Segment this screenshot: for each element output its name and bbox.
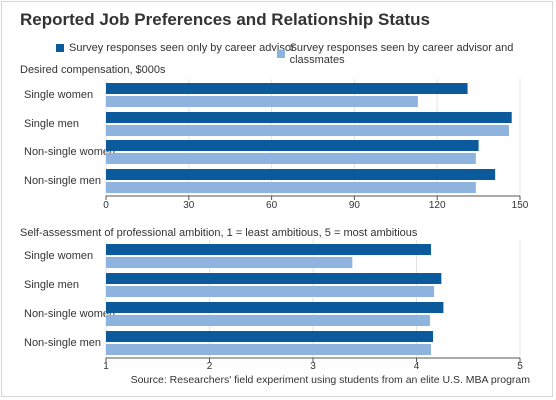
- panel-1-bar-advisor-only: [106, 112, 512, 123]
- panel-1-bar-advisor-and-classmates: [106, 96, 418, 107]
- legend-label-advisor-only: Survey responses seen only by career adv…: [69, 42, 295, 54]
- source-note: Source: Researchers' field experiment us…: [130, 374, 530, 386]
- chart-title: Reported Job Preferences and Relationshi…: [20, 10, 430, 29]
- panel-1-tick-label: 90: [349, 200, 361, 211]
- panel-1-tick-label: 0: [103, 200, 109, 211]
- legend-item-advisor-only: Survey responses seen only by career adv…: [56, 42, 295, 54]
- panel-2-bar-advisor-and-classmates: [106, 286, 435, 297]
- panel-2-title: Self-assessment of professional ambition…: [20, 227, 418, 239]
- legend-swatch-advisor-and-classmates: [277, 50, 285, 58]
- panel-1-tick-label: 60: [266, 200, 278, 211]
- panel-2-category-label: Single women: [24, 250, 94, 262]
- panel-1-category-label: Single women: [24, 89, 94, 101]
- panel-2-tick-label: 4: [414, 361, 420, 372]
- legend-label-advisor-and-classmates: Survey responses seen by career advisor …: [289, 42, 514, 66]
- panel-2-bar-advisor-only: [106, 331, 434, 342]
- panel-2-tick-label: 1: [103, 361, 109, 372]
- panel-2-tick-label: 5: [517, 361, 523, 372]
- legend-swatch-advisor-only: [56, 44, 64, 52]
- panel-1-category-label: Single men: [24, 118, 80, 130]
- panel-2-bar-advisor-only: [106, 273, 442, 284]
- panel-1-bar-advisor-and-classmates: [106, 182, 476, 193]
- panel-2-bar-advisor-and-classmates: [106, 344, 431, 355]
- panel-1-title: Desired compensation, $000s: [20, 64, 166, 76]
- legend-item-advisor-and-classmates: Survey responses seen by career advisor …: [277, 42, 556, 66]
- panel-1-tick-label: 150: [512, 200, 529, 211]
- panel-1-category-label: Non-single men: [24, 175, 102, 187]
- panel-2-bar-advisor-and-classmates: [106, 315, 430, 326]
- panel-2-category-label: Non-single men: [24, 337, 102, 349]
- panel-1-category-label: Non-single women: [24, 146, 116, 158]
- panel-2-tick-label: 3: [310, 361, 316, 372]
- panel-2-bar-advisor-only: [106, 302, 444, 313]
- panel-2-tick-label: 2: [207, 361, 213, 372]
- panel-1-tick-label: 30: [183, 200, 195, 211]
- panel-2-bar-advisor-only: [106, 244, 431, 255]
- panel-2-category-label: Single men: [24, 279, 80, 291]
- panel-1-bar-advisor-only: [106, 83, 468, 94]
- panel-2-bar-advisor-and-classmates: [106, 257, 353, 268]
- panel-1-bar-advisor-only: [106, 169, 496, 180]
- panel-1-bar-advisor-only: [106, 140, 479, 151]
- panel-1-bar-advisor-and-classmates: [106, 153, 476, 164]
- panel-1-tick-label: 120: [429, 200, 446, 211]
- panel-2-category-label: Non-single women: [24, 308, 116, 320]
- panel-1-bar-advisor-and-classmates: [106, 125, 509, 136]
